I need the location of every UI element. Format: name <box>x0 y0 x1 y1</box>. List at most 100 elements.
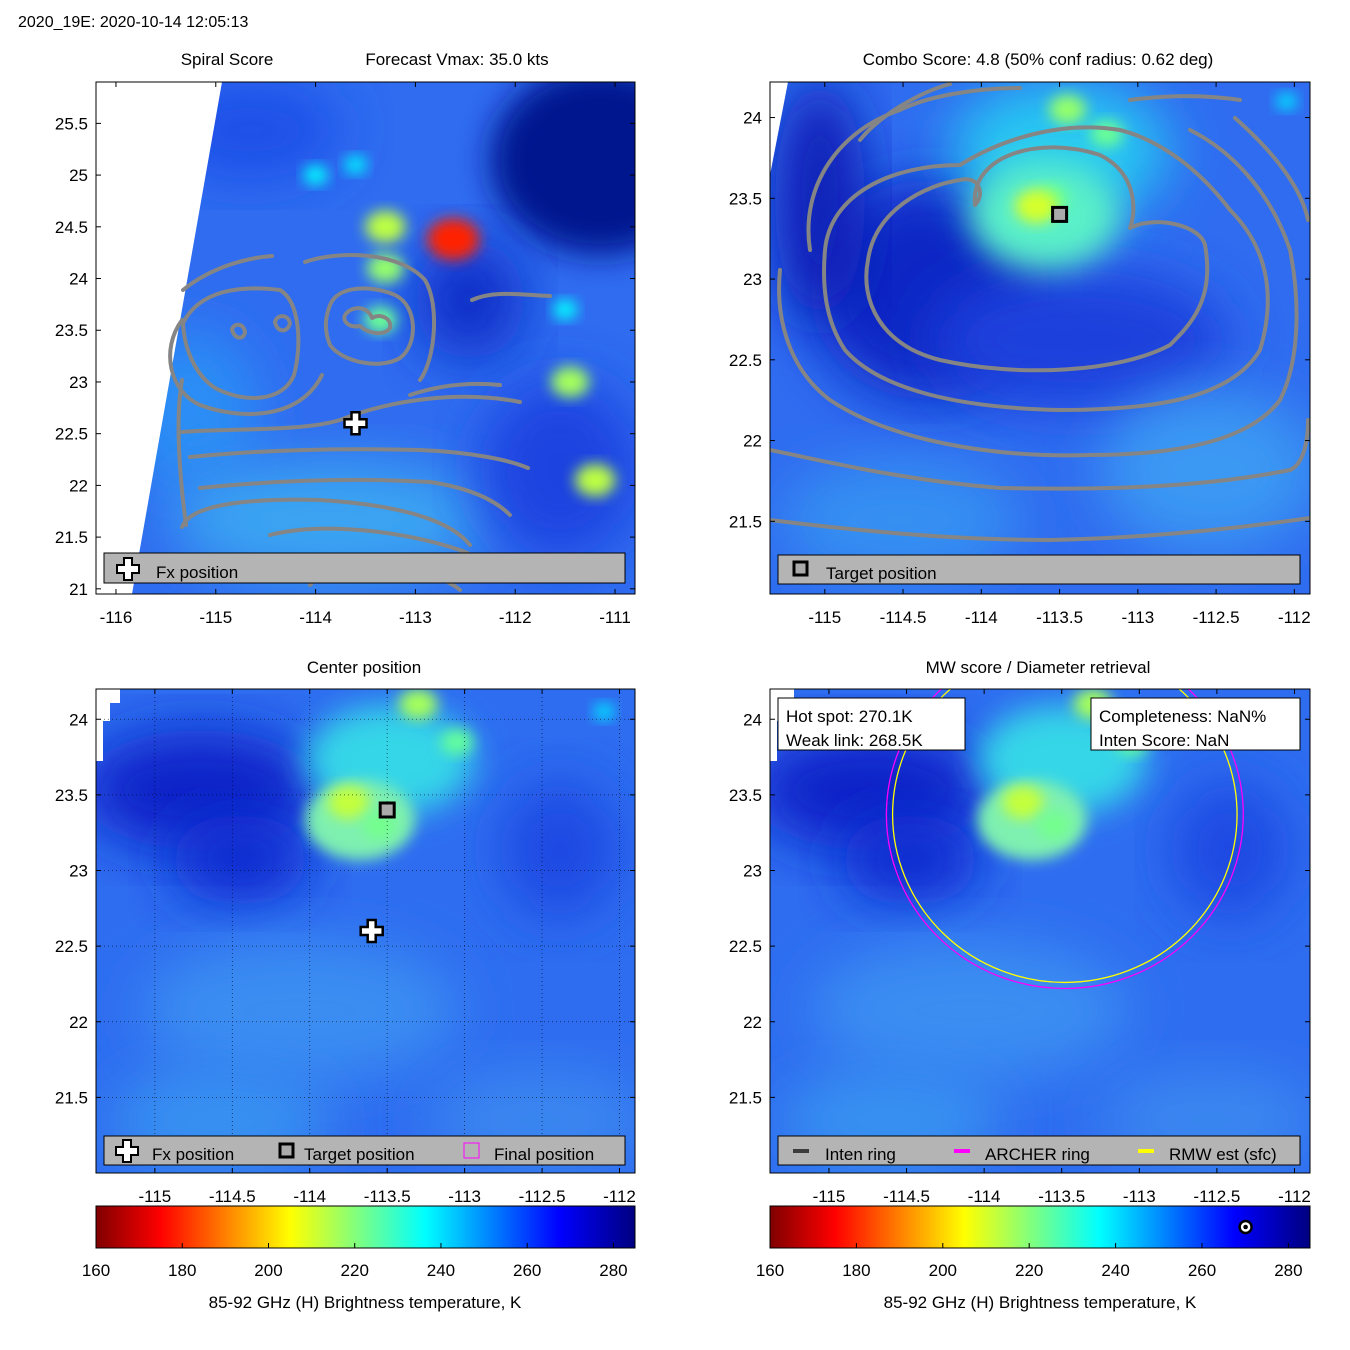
x-tick-label: -115 <box>138 1187 171 1206</box>
mw-texture <box>770 705 1310 1170</box>
y-tick-label: 21 <box>69 580 88 599</box>
tb-hotspot <box>1036 811 1072 839</box>
fx-position-legend-icon <box>116 557 140 581</box>
combo-score-panel: Combo Score: 4.8 (50% conf radius: 0.62 … <box>729 50 1311 627</box>
rmw-est-ring <box>891 689 1238 984</box>
spiral-fx-marker <box>343 411 368 436</box>
mw-title: MW score / Diameter retrieval <box>926 658 1151 677</box>
x-tick-label: -111 <box>599 608 631 627</box>
y-tick-label: 25 <box>69 166 88 185</box>
colorbar-tick-label: 160 <box>82 1261 110 1280</box>
colorbar-right: 160 180 200 220 240 260 280 85-92 GHz (H) Brig… <box>756 1205 1311 1312</box>
colorbar-tick-label: 200 <box>929 1261 957 1280</box>
forecast-vmax-title: Forecast Vmax: 35.0 kts <box>365 50 548 69</box>
combo-target-marker <box>1051 205 1069 223</box>
center-axes: -115 -114.5 -114 -113.5 -113 -112.5 -112 21.5 22… <box>55 689 636 1206</box>
colorbar-right-label: 85-92 GHz (H) Brightness temperature, K <box>884 1293 1197 1312</box>
x-tick-label: -112 <box>1278 608 1311 627</box>
final-position-legend-icon <box>463 1142 480 1159</box>
tb-hotspot <box>593 703 615 721</box>
y-tick-label: 24 <box>69 710 88 729</box>
x-tick-label: -113 <box>1123 1187 1156 1206</box>
x-tick-label: -114 <box>965 608 998 627</box>
spiral-legend: Fx position <box>103 552 626 584</box>
swath-gap <box>770 82 788 175</box>
mw-info-left: Hot spot: 270.1K Weak link: 268.5K <box>777 697 966 751</box>
colorbar-left-ticks: 160 180 200 220 240 260 280 <box>82 1243 628 1280</box>
colorbar-left-gradient <box>95 1205 636 1249</box>
hot-spot-text: Hot spot: 270.1K <box>786 707 913 726</box>
combo-frame <box>769 81 1311 595</box>
swath-gap <box>770 689 794 761</box>
completeness-text: Completeness: NaN% <box>1099 707 1266 726</box>
y-tick-label: 24 <box>743 109 762 128</box>
y-tick-label: 24 <box>743 710 762 729</box>
archer-ring <box>885 689 1244 990</box>
spiral-score-panel: Spiral Score Forecast Vmax: 35.0 kts <box>55 50 636 627</box>
x-tick-label: -113.5 <box>1036 608 1083 627</box>
inten-score-text: Inten Score: NaN <box>1099 731 1229 750</box>
x-tick-label: -114.5 <box>209 1187 256 1206</box>
y-tick-label: 24 <box>69 270 88 289</box>
combo-axes: -115 -114.5 -114 -113.5 -113 -112.5 -112 21.5 22… <box>729 82 1311 627</box>
target-position-legend-icon <box>792 560 809 577</box>
y-tick-label: 22 <box>743 432 762 451</box>
archer-ring-legend-label: ARCHER ring <box>985 1145 1090 1164</box>
y-tick-label: 24.5 <box>55 218 88 237</box>
swath-gap <box>96 82 222 594</box>
combo-contours <box>770 82 1310 580</box>
tb-hotspot <box>1014 189 1058 224</box>
tb-hotspot <box>427 218 480 261</box>
y-tick-label: 22.5 <box>55 425 88 444</box>
center-target-marker <box>378 801 396 819</box>
center-frame <box>95 688 636 1174</box>
x-tick-label: -114.5 <box>880 608 927 627</box>
center-title: Center position <box>307 658 421 677</box>
tb-hotspot <box>552 299 578 320</box>
x-tick-label: -112.5 <box>1193 1187 1240 1206</box>
colorbar-right-ticks: 160 180 200 220 240 260 280 <box>756 1243 1303 1280</box>
rmw-legend-label: RMW est (sfc) <box>1169 1145 1277 1164</box>
colorbar-tick-label: 160 <box>756 1261 784 1280</box>
spiral-legend-fx-label: Fx position <box>156 563 238 582</box>
colorbar-hot-spot-marker <box>1238 1219 1253 1235</box>
y-tick-label: 23 <box>743 270 762 289</box>
x-tick-label: -114 <box>968 1187 1001 1206</box>
x-tick-label: -113.5 <box>1038 1187 1085 1206</box>
center-position-panel: Center position Fx position Tar <box>55 658 636 1206</box>
tb-hotspot <box>344 155 368 174</box>
fx-position-legend-icon <box>115 1139 139 1163</box>
tb-hotspot <box>303 165 328 185</box>
colorbar-tick-label: 240 <box>1101 1261 1129 1280</box>
y-tick-label: 21.5 <box>729 1088 762 1107</box>
spiral-title: Spiral Score <box>181 50 274 69</box>
combo-title: Combo Score: 4.8 (50% conf radius: 0.62 … <box>863 50 1214 69</box>
center-legend-fx-label: Fx position <box>152 1145 234 1164</box>
combo-hotspots <box>1014 92 1298 224</box>
y-tick-label: 22 <box>69 476 88 495</box>
x-tick-label: -113.5 <box>364 1187 411 1206</box>
x-tick-label: -113 <box>1121 608 1154 627</box>
tb-hotspot <box>1275 92 1298 111</box>
x-tick-label: -113 <box>448 1187 481 1206</box>
tb-hotspot <box>574 464 616 497</box>
mw-info-right: Completeness: NaN% Inten Score: NaN <box>1090 697 1301 751</box>
colorbar-tick-label: 220 <box>1015 1261 1043 1280</box>
center-grid <box>96 689 635 1173</box>
tb-hotspot <box>1089 120 1124 148</box>
tb-hotspot <box>398 689 438 720</box>
y-tick-label: 23.5 <box>55 321 88 340</box>
x-tick-label: -114 <box>293 1187 326 1206</box>
y-tick-label: 22.5 <box>729 351 762 370</box>
y-tick-label: 22 <box>69 1013 88 1032</box>
center-legend: Fx position Target position Final positi… <box>103 1135 626 1166</box>
combo-texture <box>775 82 1310 580</box>
spiral-axes: -116 -115 -114 -113 -112 -111 21 21.5 22 22.5 23 23… <box>55 82 635 627</box>
colorbar-tick-label: 260 <box>1188 1261 1216 1280</box>
x-tick-label: -114 <box>299 608 332 627</box>
figure-title: 2020_19E: 2020-10-14 12:05:13 <box>18 14 249 31</box>
y-tick-label: 23.5 <box>55 786 88 805</box>
y-tick-label: 21.5 <box>55 528 88 547</box>
y-tick-label: 23 <box>743 862 762 881</box>
